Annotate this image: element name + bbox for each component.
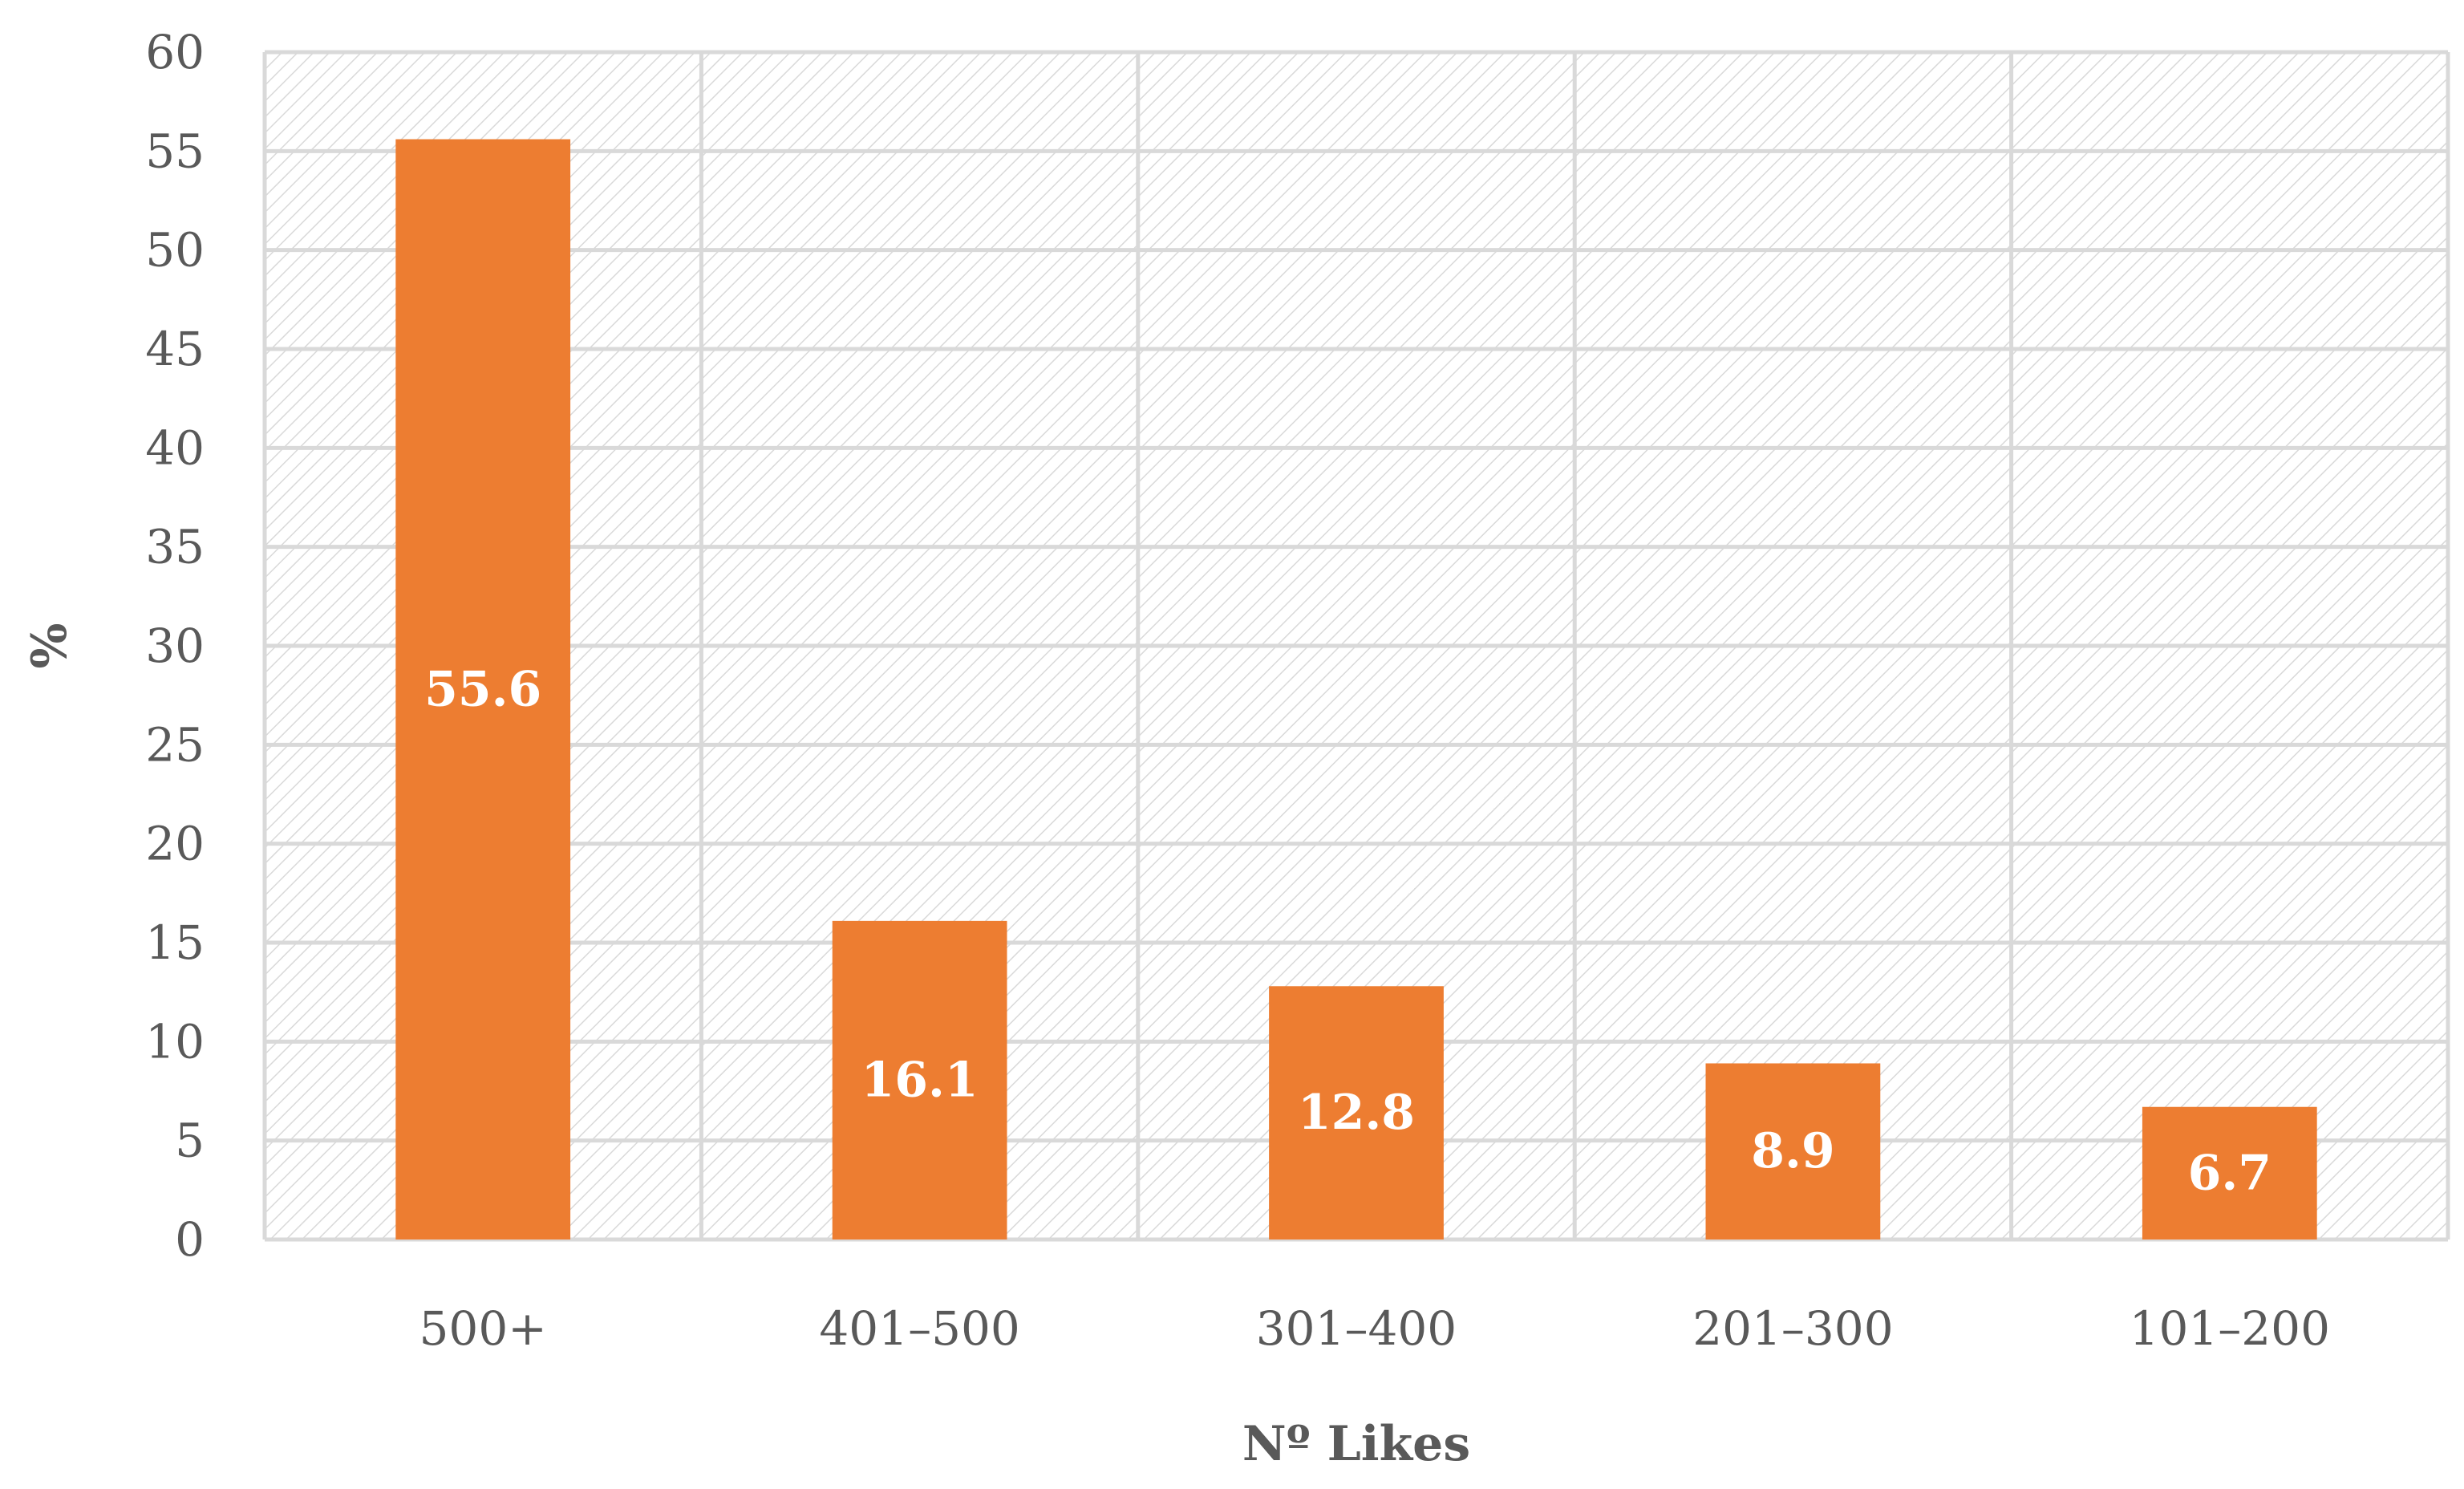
y-tick-label: 15 [145,915,205,970]
bars [395,139,2317,1240]
y-tick-label: 5 [175,1114,205,1168]
y-axis-title: % [22,623,78,668]
data-label: 8.9 [1751,1123,1834,1179]
bar-301–400 [1269,986,1444,1239]
y-tick-label: 10 [145,1014,205,1069]
y-tick-label: 45 [145,322,205,376]
bar-401–500 [832,920,1007,1239]
x-tick-label: 401–500 [819,1301,1019,1356]
x-axis-ticks: 500+ 401–500 301–400 201–300 101–200 [419,1301,2330,1356]
data-label: 55.6 [424,661,541,717]
x-tick-label: 500+ [419,1301,547,1356]
data-label: 6.7 [2188,1145,2272,1201]
data-label: 12.8 [1298,1085,1415,1141]
bar-101–200 [2142,1106,2317,1239]
y-tick-label: 20 [145,817,205,871]
y-tick-label: 55 [145,124,205,178]
gridlines [262,50,2450,1242]
y-tick-label: 0 [175,1212,205,1267]
x-tick-label: 101–200 [2130,1301,2330,1356]
y-tick-label: 50 [145,223,205,278]
x-axis-title: Nº Likes [1242,1416,1470,1472]
y-tick-label: 30 [145,619,205,673]
y-tick-label: 40 [145,420,205,475]
bar-500+ [395,139,571,1240]
data-labels: 55.6 16.1 12.8 8.9 6.7 [424,661,2272,1201]
y-axis-ticks: 0 5 10 15 20 25 30 35 40 45 50 55 60 [145,25,205,1267]
y-tick-label: 35 [145,520,205,574]
x-tick-label: 301–400 [1256,1301,1457,1356]
data-label: 16.1 [861,1052,979,1108]
x-tick-label: 201–300 [1692,1301,1893,1356]
bar-201–300 [1705,1063,1881,1239]
y-tick-label: 25 [145,717,205,772]
y-tick-label: 60 [145,25,205,79]
